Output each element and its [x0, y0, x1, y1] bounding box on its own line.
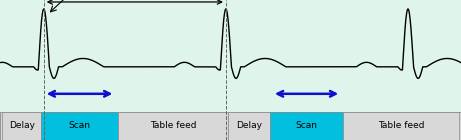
FancyBboxPatch shape [41, 112, 118, 140]
FancyBboxPatch shape [270, 112, 343, 140]
Text: Delay: Delay [9, 122, 35, 130]
Text: Scan: Scan [69, 122, 90, 130]
FancyBboxPatch shape [343, 112, 459, 140]
FancyBboxPatch shape [228, 112, 270, 140]
FancyBboxPatch shape [2, 112, 41, 140]
FancyBboxPatch shape [118, 112, 228, 140]
FancyBboxPatch shape [0, 112, 461, 140]
Text: Table feed: Table feed [378, 122, 424, 130]
Text: Table feed: Table feed [150, 122, 196, 130]
Text: Delay: Delay [236, 122, 262, 130]
Text: Scan: Scan [296, 122, 318, 130]
